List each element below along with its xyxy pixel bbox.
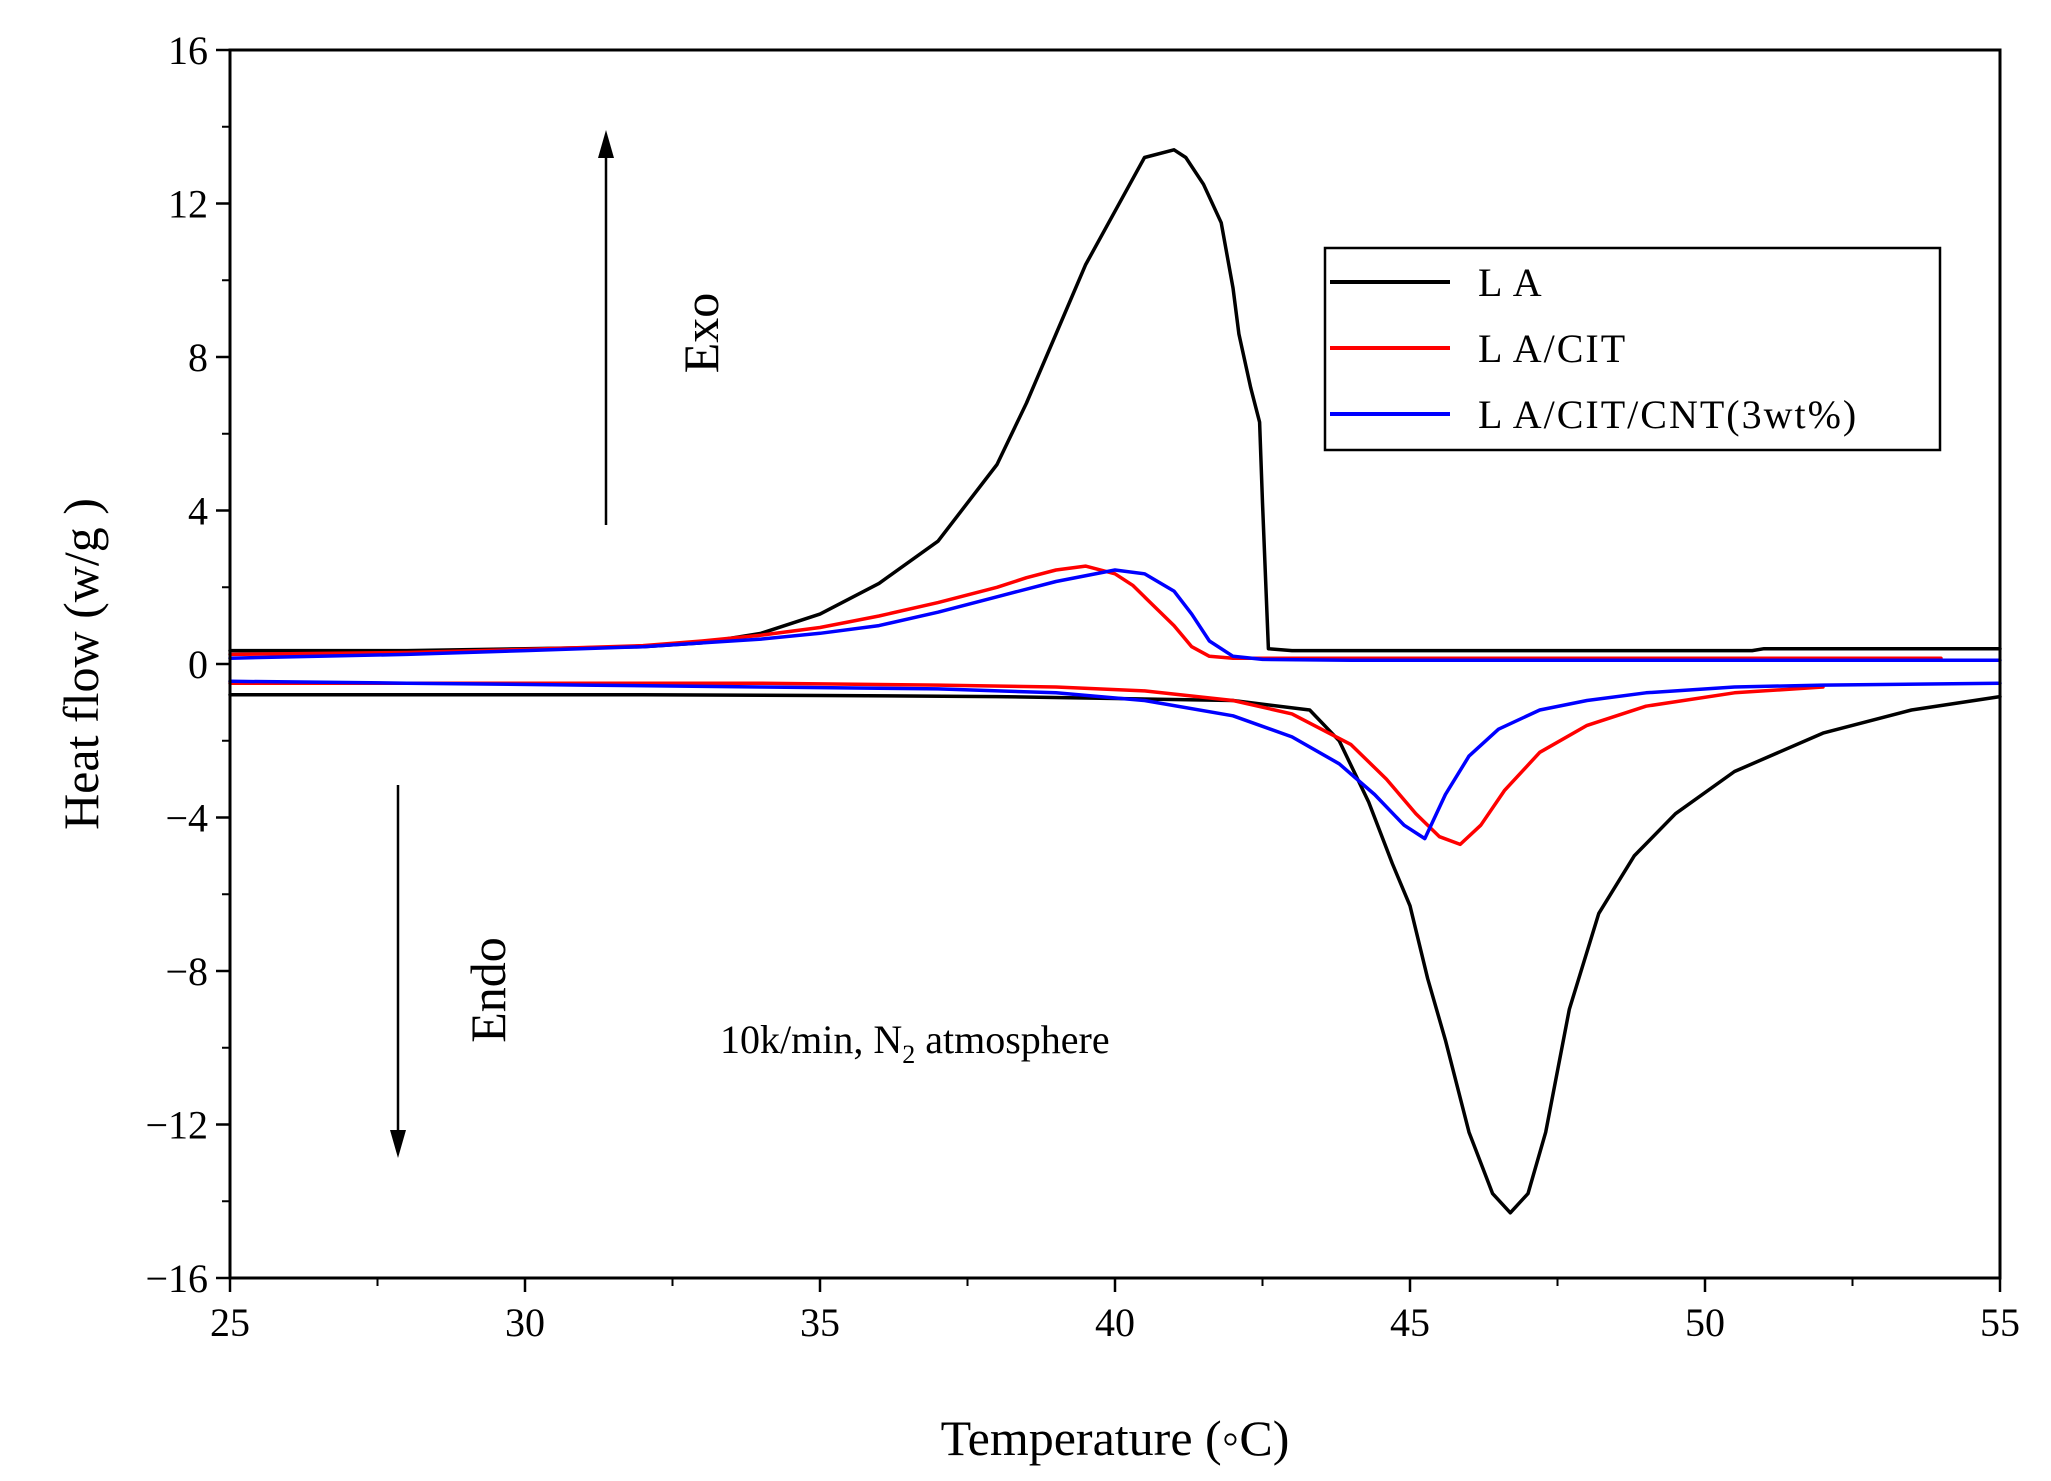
x-tick-label: 45	[1390, 1300, 1430, 1345]
condition-label: 10k/min, N2 atmosphere	[720, 1017, 1110, 1069]
condition-suffix: atmosphere	[915, 1017, 1109, 1062]
plot-frame	[228, 48, 2002, 1280]
legend-label-la-cit-cnt: L A/CIT/CNT(3wt%)	[1478, 392, 1858, 437]
legend: L A L A/CIT L A/CIT/CNT(3wt%)	[1323, 246, 1942, 452]
series-line-l-a-cit-cnt-3wt-exo	[228, 568, 2002, 662]
x-tick-label: 50	[1685, 1300, 1725, 1345]
endo-arrow-head	[390, 1130, 406, 1158]
y-tick-label: 12	[168, 182, 208, 227]
y-axis-title: Heat flow (w/g )	[53, 498, 109, 830]
x-tick-label: 55	[1980, 1300, 2020, 1345]
legend-label-la: L A	[1478, 260, 1544, 305]
y-tick-label: −12	[145, 1103, 208, 1148]
series-line-l-a-cit-endo	[228, 681, 1825, 847]
series-line-l-a-endo	[228, 692, 2002, 1215]
y-tick-label: −8	[165, 949, 208, 994]
condition-subscript: 2	[902, 1040, 915, 1069]
x-tick-label: 40	[1095, 1300, 1135, 1345]
y-tick-label: 8	[188, 335, 208, 380]
series-line-l-a-exo	[228, 148, 2002, 653]
y-tick-label: −16	[145, 1256, 208, 1301]
y-tick-label: 16	[168, 28, 208, 73]
series-line-l-a-cit-cnt-3wt-endo	[228, 679, 2002, 841]
endo-label: Endo	[460, 937, 516, 1043]
x-tick-label: 35	[800, 1300, 840, 1345]
condition-prefix: 10k/min, N	[720, 1017, 902, 1062]
x-tick-label: 30	[505, 1300, 545, 1345]
exo-arrow-head	[598, 130, 614, 158]
y-tick-label: 4	[188, 489, 208, 534]
x-axis-title: Temperature (◦C)	[941, 1410, 1290, 1466]
series-layer	[228, 148, 2002, 1215]
legend-label-la-cit: L A/CIT	[1478, 326, 1627, 371]
y-tick-label: −4	[165, 796, 208, 841]
x-tick-label: 25	[210, 1300, 250, 1345]
series-line-l-a-cit-exo	[228, 564, 1943, 660]
y-tick-label: 0	[188, 642, 208, 687]
exo-label: Exo	[673, 293, 729, 374]
